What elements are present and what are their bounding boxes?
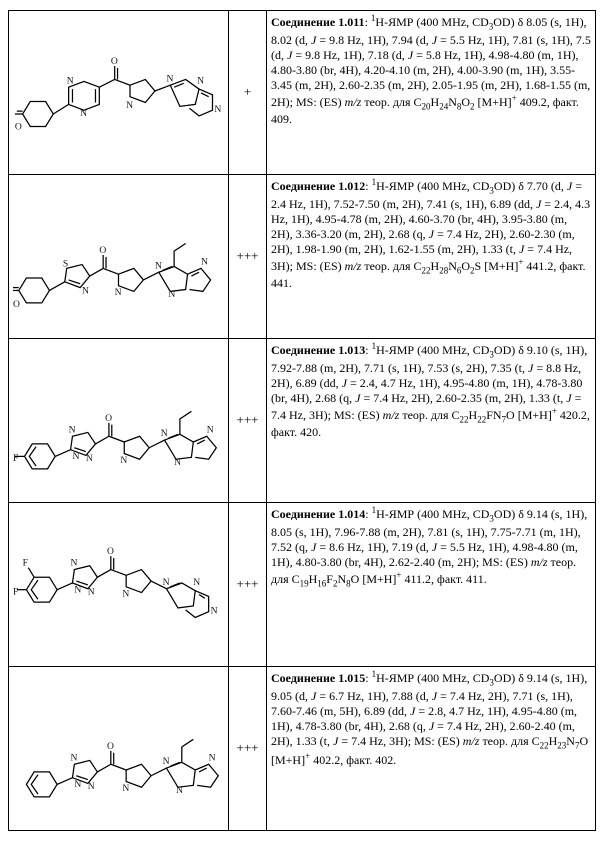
structure-1014: F F N N N O N N N N (13, 505, 224, 660)
svg-text:N: N (201, 257, 208, 268)
svg-text:N: N (74, 585, 81, 596)
svg-text:N: N (120, 455, 127, 466)
compound-title: Соединение 1.013 (271, 343, 365, 357)
description-cell: Соединение 1.012: 1H-ЯМР (400 MHz, CD3OD… (267, 175, 596, 339)
svg-text:N: N (122, 783, 129, 794)
svg-text:N: N (88, 586, 95, 597)
structure-cell: O O N N N N N N (9, 11, 229, 175)
page: O O N N N N N N + Соединение 1.011: 1H-Я… (0, 0, 604, 841)
compound-table: O O N N N N N N + Соединение 1.011: 1H-Я… (8, 10, 596, 831)
activity-value: +++ (237, 740, 259, 755)
structure-1015: N N N O N N N N (13, 669, 224, 824)
compound-title: Соединение 1.014 (271, 507, 365, 521)
svg-text:N: N (163, 756, 170, 767)
svg-text:N: N (72, 451, 79, 462)
svg-text:N: N (163, 577, 170, 588)
description-cell: Соединение 1.015: 1H-ЯМР (400 MHz, CD3OD… (267, 667, 596, 831)
activity-value: +++ (237, 412, 259, 427)
svg-text:N: N (82, 285, 89, 296)
svg-text:S: S (63, 258, 68, 269)
structure-cell: O S N O N N N N (9, 175, 229, 339)
svg-text:O: O (105, 413, 112, 424)
svg-text:N: N (115, 287, 122, 298)
structure-1013: F N N N O N N N N (13, 341, 224, 496)
compound-body: : 1H-ЯМР (400 MHz, CD3OD) δ 8.05 (s, 1H)… (271, 15, 591, 126)
svg-text:O: O (107, 741, 114, 752)
activity-cell: +++ (229, 339, 267, 503)
compound-title: Соединение 1.012 (271, 179, 365, 193)
svg-text:N: N (207, 424, 214, 435)
compound-body: : 1H-ЯМР (400 MHz, CD3OD) δ 7.70 (d, J =… (271, 179, 590, 290)
svg-text:O: O (13, 299, 20, 310)
svg-text:N: N (69, 424, 76, 435)
svg-text:F: F (13, 586, 18, 597)
svg-text:N: N (71, 558, 78, 569)
svg-text:N: N (126, 100, 133, 111)
compound-title: Соединение 1.015 (271, 671, 365, 685)
svg-text:N: N (86, 453, 93, 464)
activity-cell: + (229, 11, 267, 175)
svg-text:N: N (193, 577, 200, 588)
structure-cell: F F N N N O N N N N (9, 503, 229, 667)
table-row: F N N N O N N N N +++ Соединение 1.013: … (9, 339, 596, 503)
svg-text:F: F (23, 558, 28, 569)
svg-text:N: N (209, 752, 216, 763)
activity-value: +++ (237, 576, 259, 591)
svg-text:N: N (168, 289, 175, 300)
svg-text:N: N (166, 73, 173, 84)
compound-title: Соединение 1.011 (271, 15, 365, 29)
svg-text:O: O (111, 56, 118, 67)
svg-text:N: N (214, 104, 221, 115)
activity-cell: +++ (229, 175, 267, 339)
description-cell: Соединение 1.011: 1H-ЯМР (400 MHz, CD3OD… (267, 11, 596, 175)
activity-cell: +++ (229, 503, 267, 667)
table-row: O O N N N N N N + Соединение 1.011: 1H-Я… (9, 11, 596, 175)
svg-text:N: N (155, 260, 162, 271)
svg-text:N: N (71, 752, 78, 763)
svg-text:N: N (74, 779, 81, 790)
compound-body: : 1H-ЯМР (400 MHz, CD3OD) δ 9.10 (s, 1H)… (271, 343, 590, 439)
svg-text:N: N (197, 75, 204, 86)
structure-1012: O S N O N N N N (13, 177, 224, 332)
compound-body: : 1H-ЯМР (400 MHz, CD3OD) δ 9.14 (s, 1H)… (271, 671, 588, 767)
structure-cell: F N N N O N N N N (9, 339, 229, 503)
svg-text:F: F (13, 453, 18, 464)
activity-value: + (244, 84, 251, 99)
svg-text:N: N (80, 108, 87, 119)
table-row: O S N O N N N N +++ Соединение 1.012: 1H… (9, 175, 596, 339)
svg-text:O: O (99, 245, 106, 256)
svg-text:N: N (122, 588, 129, 599)
activity-cell: +++ (229, 667, 267, 831)
svg-text:N: N (161, 428, 168, 439)
table-row: F F N N N O N N N N +++ Соединение 1.014… (9, 503, 596, 667)
activity-value: +++ (237, 248, 259, 263)
structure-cell: N N N O N N N N (9, 667, 229, 831)
description-cell: Соединение 1.014: 1H-ЯМР (400 MHz, CD3OD… (267, 503, 596, 667)
description-cell: Соединение 1.013: 1H-ЯМР (400 MHz, CD3OD… (267, 339, 596, 503)
svg-text:N: N (67, 75, 74, 86)
table-row: N N N O N N N N +++ Соединение 1.015: 1H… (9, 667, 596, 831)
svg-text:O: O (107, 546, 114, 557)
svg-text:O: O (15, 121, 22, 132)
svg-text:N: N (174, 457, 181, 468)
svg-text:N: N (211, 606, 218, 617)
svg-text:N: N (88, 781, 95, 792)
structure-1011: O O N N N N N N (13, 13, 224, 168)
svg-text:N: N (176, 785, 183, 796)
